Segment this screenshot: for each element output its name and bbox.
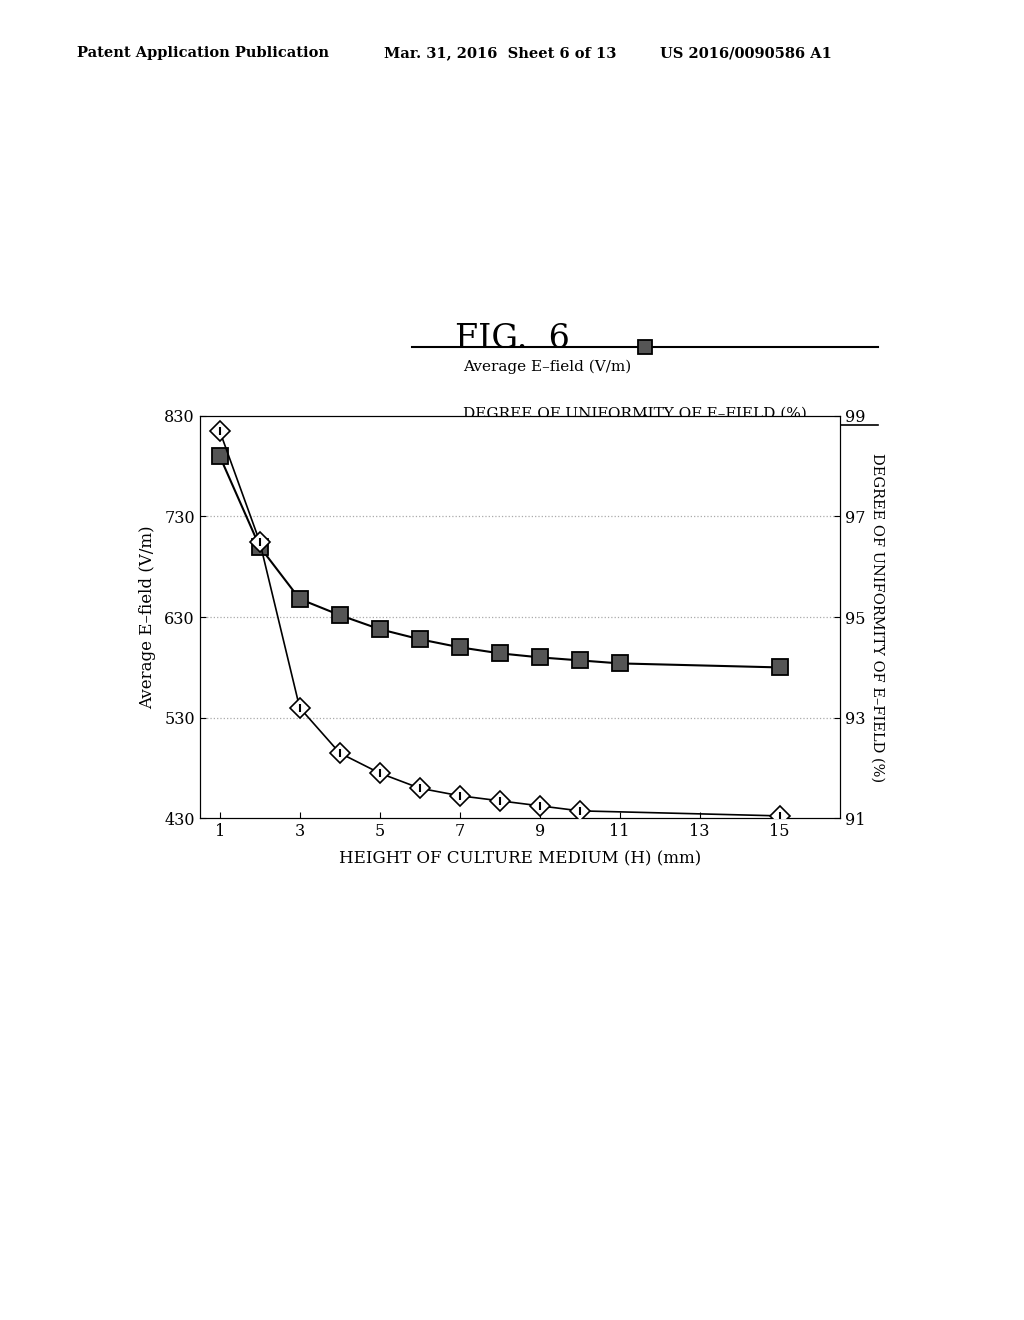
Text: Mar. 31, 2016  Sheet 6 of 13: Mar. 31, 2016 Sheet 6 of 13 — [384, 46, 616, 61]
Text: FIG.  6: FIG. 6 — [455, 323, 569, 355]
Text: US 2016/0090586 A1: US 2016/0090586 A1 — [660, 46, 833, 61]
X-axis label: HEIGHT OF CULTURE MEDIUM (H) (mm): HEIGHT OF CULTURE MEDIUM (H) (mm) — [339, 850, 700, 867]
Text: Patent Application Publication: Patent Application Publication — [77, 46, 329, 61]
Y-axis label: Average E–field (V/m): Average E–field (V/m) — [139, 525, 156, 709]
Text: DEGREE OF UNIFORMITY OF E–FIELD (%): DEGREE OF UNIFORMITY OF E–FIELD (%) — [463, 407, 807, 421]
Y-axis label: DEGREE OF UNIFORMITY OF E–FIELD (%): DEGREE OF UNIFORMITY OF E–FIELD (%) — [870, 453, 885, 781]
Text: Average E–field (V/m): Average E–field (V/m) — [463, 360, 632, 375]
